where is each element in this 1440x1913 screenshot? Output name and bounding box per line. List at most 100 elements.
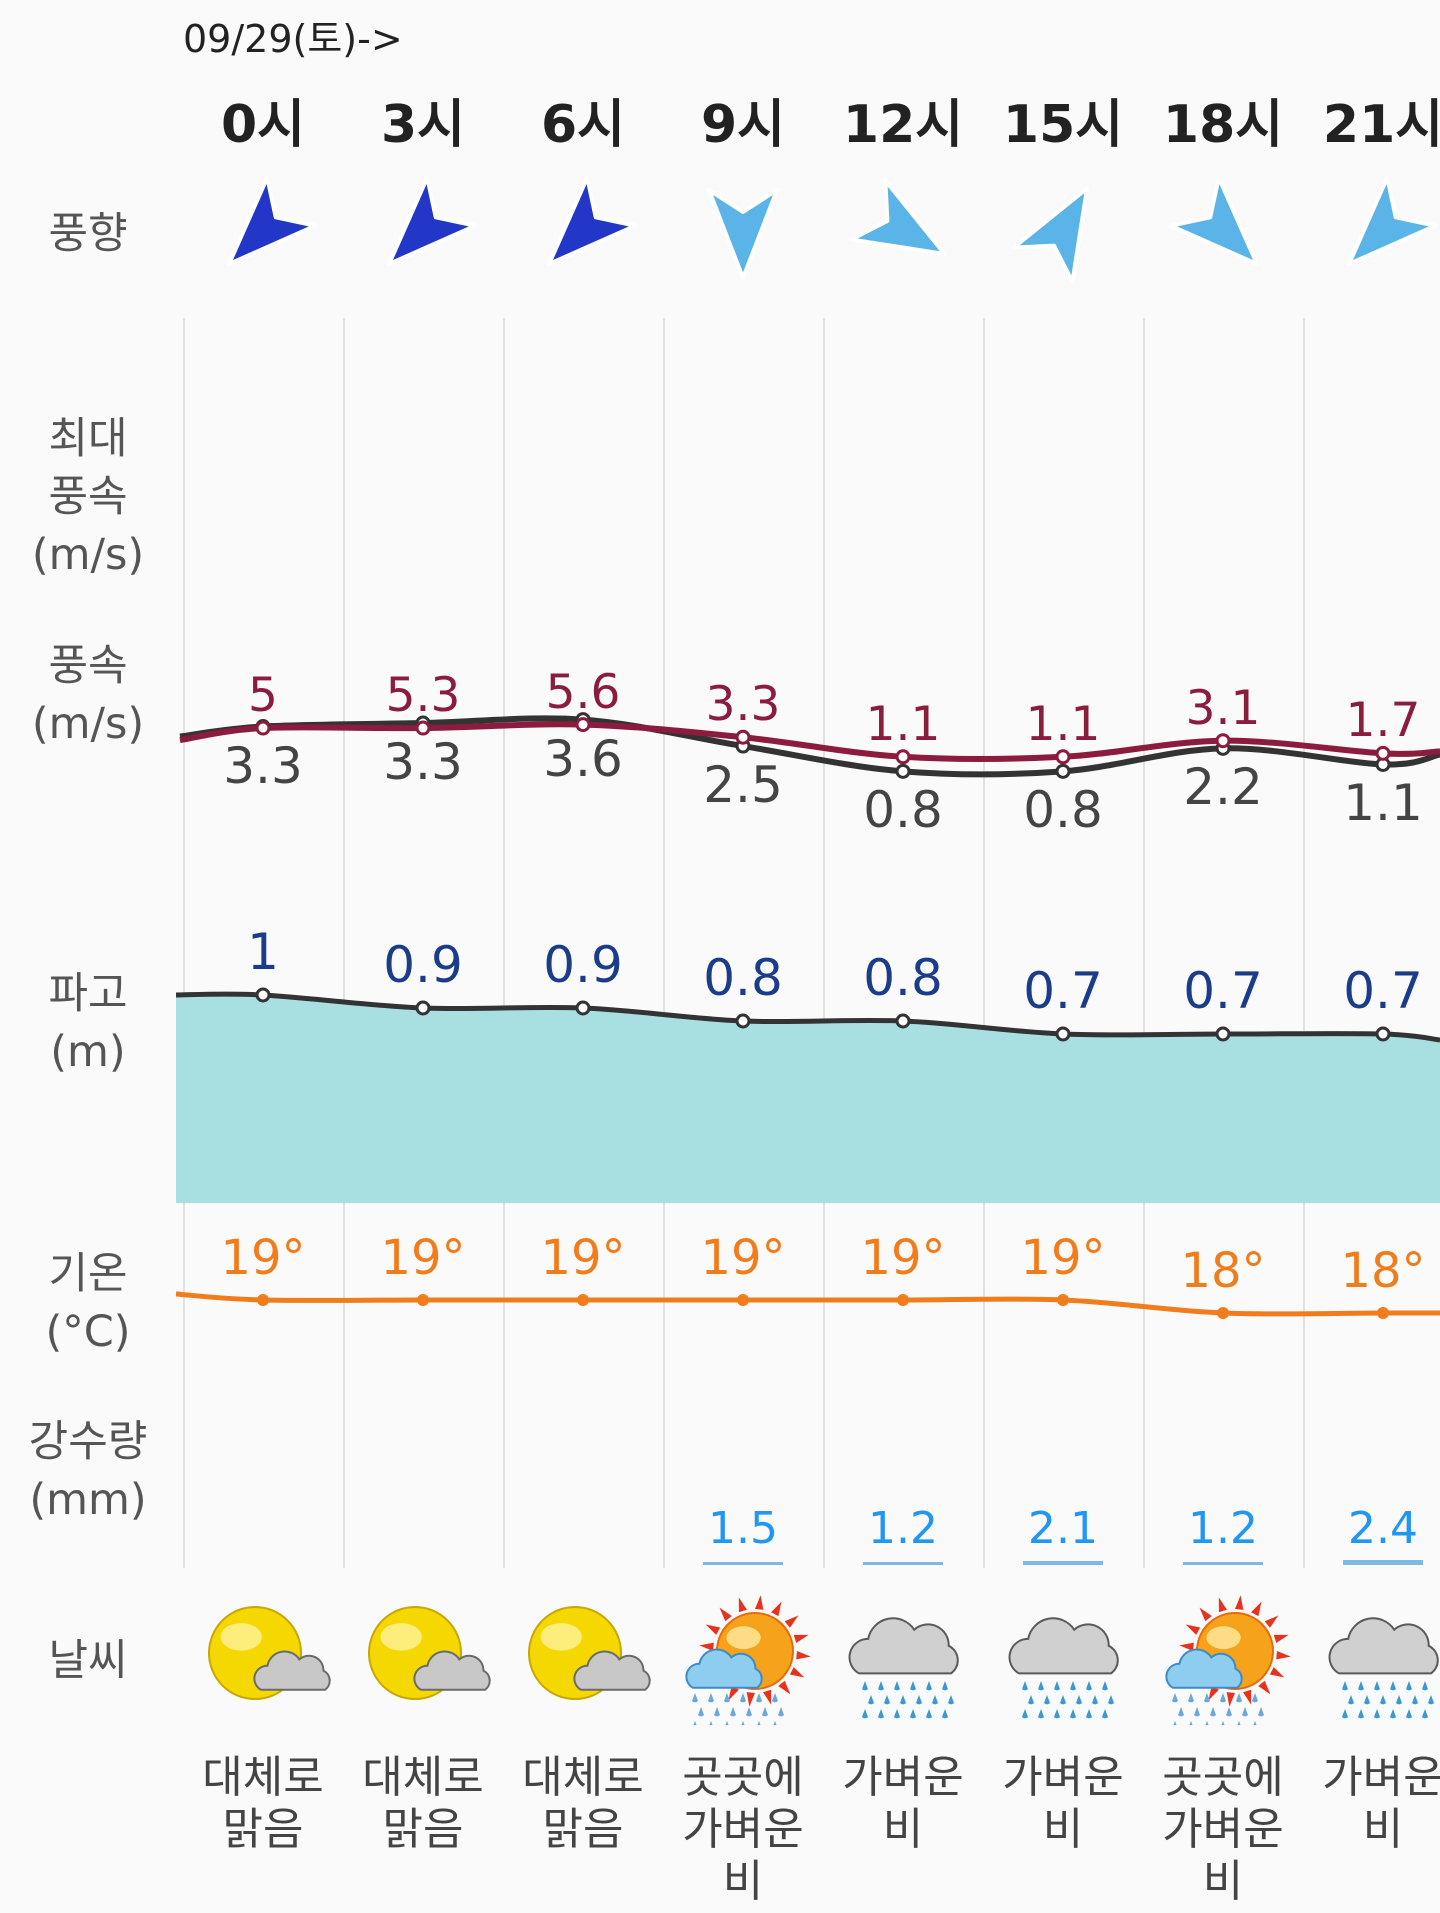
column-divider	[663, 318, 665, 1568]
hour-label: 0시	[220, 95, 306, 155]
max-wind-point	[1215, 733, 1231, 749]
wave-point	[1375, 1026, 1391, 1042]
wave-value: 0.7	[1023, 962, 1103, 1020]
arrow-icon-dark-blue	[363, 170, 483, 290]
max-wind-point	[255, 720, 271, 736]
wave-value: 0.7	[1343, 962, 1423, 1020]
row-label-precipitation: 강수량 (mm)	[28, 1417, 148, 1525]
max-wind-point	[895, 749, 911, 765]
max-wind-point	[415, 720, 431, 736]
temperature-value: 19°	[380, 1230, 466, 1286]
max-wind-value: 1.1	[1025, 696, 1101, 752]
arrow-icon-dark-blue	[203, 170, 323, 290]
wave-point	[1055, 1026, 1071, 1042]
column-divider	[1143, 318, 1145, 1568]
arrow-icon-light-blue	[1003, 170, 1123, 290]
temperature-value: 18°	[1180, 1243, 1266, 1299]
temperature-point	[1217, 1307, 1229, 1319]
max-wind-value: 5	[248, 668, 278, 724]
max-wind-point	[1375, 745, 1391, 761]
wave-value: 1	[247, 923, 279, 981]
hour-label: 3시	[380, 95, 466, 155]
weather-description: 가벼운 비	[842, 1752, 964, 1855]
wave-point	[415, 1000, 431, 1016]
wave-value: 0.9	[383, 936, 463, 994]
hour-label: 6시	[540, 95, 626, 155]
date-label: 09/29(토)->	[183, 17, 403, 61]
wind-speed-point	[1055, 763, 1071, 779]
row-label-wind-direction: 풍향	[48, 209, 128, 259]
precipitation-bar	[1183, 1562, 1263, 1565]
column-divider	[1303, 318, 1305, 1568]
max-wind-line	[179, 721, 1440, 763]
precipitation-value: 1.5	[708, 1503, 778, 1554]
column-divider	[503, 318, 505, 1568]
column-divider	[823, 318, 825, 1568]
temperature-value: 18°	[1340, 1243, 1426, 1299]
max-wind-value: 1.1	[865, 696, 941, 752]
wind-speed-value: 0.8	[1023, 781, 1103, 840]
temperature-point	[1057, 1294, 1069, 1306]
wind-speed-line	[179, 715, 1440, 778]
precipitation-value: 1.2	[1188, 1503, 1258, 1554]
weather-description: 곳곳에 가벼운 비	[1162, 1752, 1284, 1907]
max-wind-value: 3.3	[705, 677, 781, 733]
temperature-point	[1377, 1307, 1389, 1319]
max-wind-point	[1055, 749, 1071, 765]
weather-description: 대체로 맑음	[202, 1752, 324, 1855]
weather-description: 대체로 맑음	[522, 1752, 644, 1855]
temperature-value: 19°	[860, 1230, 946, 1286]
column-divider	[983, 318, 985, 1568]
max-wind-point	[735, 729, 751, 745]
temperature-point	[897, 1294, 909, 1306]
hour-label: 9시	[700, 95, 786, 155]
wind-speed-value: 1.1	[1343, 774, 1423, 833]
precipitation-bar	[1023, 1561, 1103, 1565]
wave-value: 0.8	[863, 949, 943, 1007]
weather-description: 대체로 맑음	[362, 1752, 484, 1855]
wave-point	[1215, 1026, 1231, 1042]
temperature-value: 19°	[700, 1230, 786, 1286]
sun-cloud-icon	[353, 1595, 493, 1725]
sun-cloud-icon	[513, 1595, 653, 1725]
hour-label: 15시	[1002, 95, 1124, 155]
wave-point	[575, 1000, 591, 1016]
arrow-icon-light-blue	[1323, 170, 1440, 290]
column-divider	[343, 318, 345, 1568]
wave-value: 0.9	[543, 936, 623, 994]
temperature-point	[737, 1294, 749, 1306]
temperature-line	[175, 1291, 1440, 1317]
precipitation-value: 2.1	[1028, 1503, 1098, 1554]
sun-rain-icon	[1153, 1595, 1293, 1731]
max-wind-point	[575, 717, 591, 733]
hour-label: 12시	[842, 95, 964, 155]
temperature-point	[257, 1294, 269, 1306]
sun-cloud-icon	[193, 1595, 333, 1725]
row-label-wave-height: 파고 (m)	[48, 969, 128, 1077]
precipitation-bar	[1343, 1560, 1423, 1565]
precipitation-value: 1.2	[868, 1503, 938, 1554]
temperature-point	[417, 1294, 429, 1306]
wave-point	[255, 987, 271, 1003]
arrow-icon-light-blue	[843, 170, 963, 290]
cloud-rain-icon	[833, 1595, 973, 1725]
wave-value: 0.7	[1183, 962, 1263, 1020]
row-label-wind-speed: 풍속 (m/s)	[31, 641, 145, 749]
hour-label: 18시	[1162, 95, 1284, 155]
wave-area	[176, 994, 1440, 1203]
wind-speed-value: 3.6	[543, 729, 623, 788]
hour-label: 21시	[1322, 95, 1440, 155]
wind-speed-point	[895, 763, 911, 779]
temperature-value: 19°	[540, 1230, 626, 1286]
wind-speed-value: 2.5	[703, 756, 783, 815]
arrow-icon-light-blue	[683, 170, 803, 290]
wind-speed-value: 3.3	[383, 733, 463, 792]
wave-point	[735, 1013, 751, 1029]
max-wind-value: 5.6	[545, 664, 621, 720]
arrow-icon-dark-blue	[523, 170, 643, 290]
cloud-rain-icon	[1313, 1595, 1440, 1725]
temperature-value: 19°	[220, 1230, 306, 1286]
cloud-rain-icon	[993, 1595, 1133, 1725]
weather-description: 가벼운 비	[1322, 1752, 1440, 1855]
